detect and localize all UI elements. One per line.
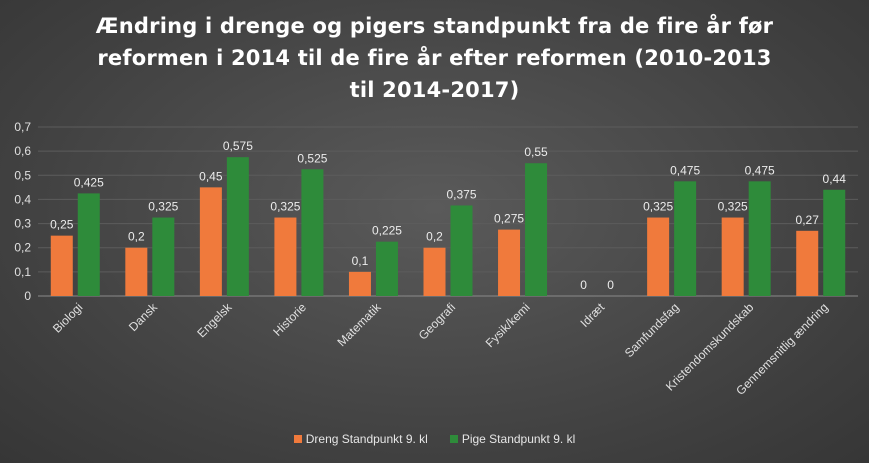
legend-label-dreng: Dreng Standpunkt 9. kl — [305, 432, 428, 446]
y-tick-label: 0,1 — [14, 265, 31, 279]
data-label: 0,475 — [745, 163, 775, 177]
data-label: 0,325 — [270, 200, 300, 214]
x-tick-label: Dansk — [126, 300, 161, 335]
x-tick-label: Geografi — [416, 300, 458, 342]
legend-swatch-dreng — [293, 435, 302, 443]
data-label: 0,44 — [823, 172, 847, 186]
y-tick-label: 0 — [24, 289, 31, 303]
y-tick-label: 0,2 — [14, 241, 31, 255]
bar-dreng — [796, 230, 819, 296]
data-label: 0,475 — [670, 163, 700, 177]
bar-pige — [226, 157, 249, 296]
bar-dreng — [199, 187, 222, 296]
legend-item-pige: Pige Standpunkt 9. kl — [449, 432, 576, 446]
chart-legend: Dreng Standpunkt 9. kl Pige Standpunkt 9… — [0, 432, 869, 446]
x-tick-label: Engelsk — [194, 300, 235, 341]
x-tick-label: Fysik/kemi — [483, 300, 533, 350]
data-label: 0,55 — [524, 145, 548, 159]
y-tick-label: 0,6 — [14, 144, 31, 158]
y-tick-label: 0,3 — [14, 217, 31, 231]
bar-pige — [823, 189, 846, 296]
data-label: 0,325 — [718, 200, 748, 214]
bar-dreng — [423, 247, 446, 296]
data-label: 0,1 — [352, 254, 369, 268]
data-label: 0,325 — [643, 200, 673, 214]
legend-swatch-pige — [449, 435, 458, 443]
data-label: 0 — [607, 278, 614, 292]
bar-pige — [525, 163, 548, 296]
bar-dreng — [348, 271, 371, 296]
data-label: 0,375 — [446, 187, 476, 201]
bar-dreng — [50, 235, 73, 296]
chart-title-line-2: reformen i 2014 til de fire år efter ref… — [97, 46, 772, 70]
bar-pige — [748, 181, 771, 296]
x-tick-label: Biologi — [50, 300, 85, 335]
x-tick-label: Matematik — [335, 300, 385, 350]
x-tick-label: Samfundsfag — [622, 300, 682, 360]
data-label: 0,27 — [796, 213, 820, 227]
data-label: 0,425 — [74, 175, 104, 189]
bar-dreng — [498, 229, 521, 296]
data-label: 0,2 — [426, 230, 443, 244]
data-label: 0,225 — [372, 224, 402, 238]
data-label: 0,45 — [199, 169, 223, 183]
legend-label-pige: Pige Standpunkt 9. kl — [461, 432, 576, 446]
bar-dreng — [721, 217, 744, 296]
bar-pige — [152, 217, 175, 296]
chart-title-line-1: Ændring i drenge og pigers standpunkt fr… — [95, 14, 774, 38]
chart-title-line-3: til 2014-2017) — [349, 78, 520, 102]
bar-pige — [674, 181, 697, 296]
x-tick-label: Idræt — [578, 300, 608, 330]
bar-dreng — [274, 217, 297, 296]
y-tick-label: 0,5 — [14, 168, 31, 182]
x-tick-label: Historie — [270, 300, 309, 339]
y-tick-label: 0,4 — [14, 192, 31, 206]
bar-pige — [301, 169, 324, 296]
bar-dreng — [647, 217, 670, 296]
legend-item-dreng: Dreng Standpunkt 9. kl — [293, 432, 428, 446]
bar-dreng — [125, 247, 148, 296]
data-label: 0,275 — [494, 212, 524, 226]
y-tick-label: 0,7 — [14, 120, 31, 134]
data-label: 0,525 — [297, 151, 327, 165]
data-label: 0,2 — [128, 230, 145, 244]
bar-pige — [375, 241, 398, 296]
data-label: 0,25 — [50, 218, 74, 232]
data-label: 0,575 — [223, 139, 253, 153]
data-label: 0,325 — [148, 200, 178, 214]
data-label: 0 — [580, 278, 587, 292]
bar-pige — [77, 193, 100, 296]
bar-pige — [450, 205, 473, 296]
